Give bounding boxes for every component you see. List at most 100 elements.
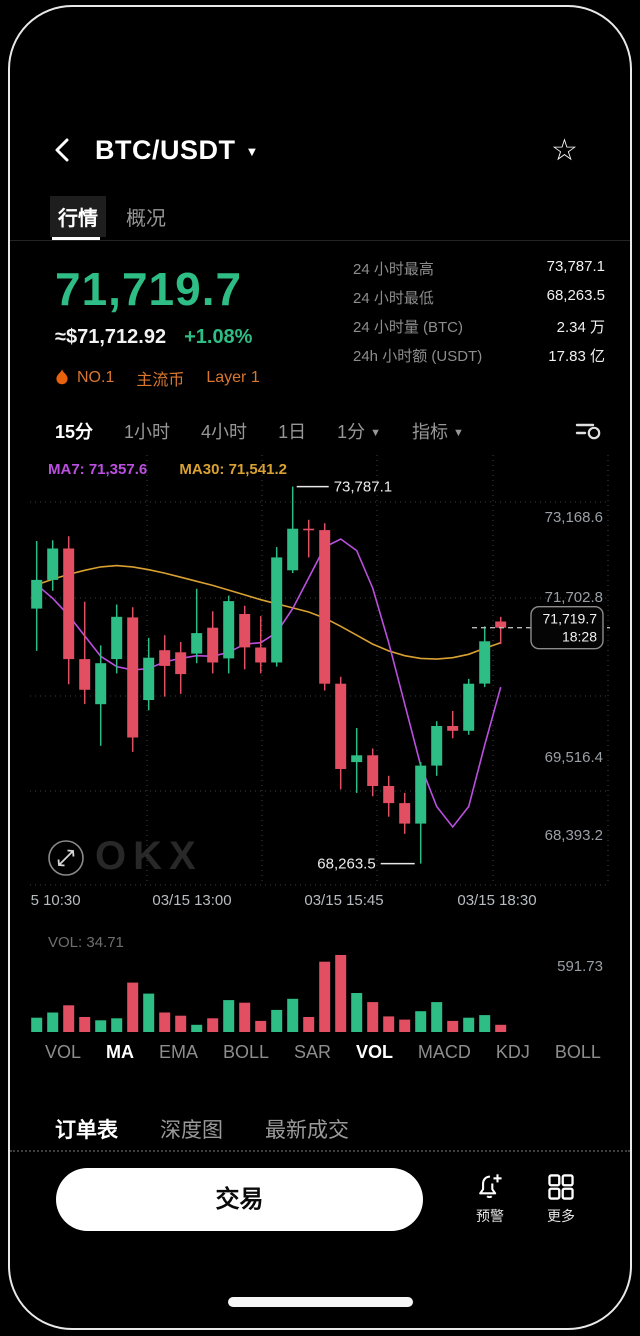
back-button[interactable] xyxy=(50,136,76,164)
active-tab-underline xyxy=(52,237,100,240)
grid-icon xyxy=(548,1174,574,1200)
more-button[interactable]: 更多 xyxy=(533,1172,589,1226)
volume-bar xyxy=(159,1012,171,1032)
chevron-down-icon: ▼ xyxy=(245,144,259,159)
y-axis-label: 71,702.8 xyxy=(545,589,603,606)
pair-selector[interactable]: BTC/USDT ▼ xyxy=(95,135,258,166)
candle-body xyxy=(447,726,459,731)
indicator-tab[interactable]: SAR xyxy=(293,1042,331,1062)
ma-labels: MA7: 71,357.6 MA30: 71,541.2 xyxy=(48,461,287,478)
candle-body xyxy=(303,528,315,531)
timeframe-item[interactable]: 4小时 xyxy=(201,422,248,442)
alert-label: 预警 xyxy=(476,1208,504,1224)
timeframe-item[interactable]: 1小时 xyxy=(124,422,171,442)
price-chart[interactable]: 73,168.6 71,702.8 69,516.4 68,393.2 03/15 10… xyxy=(1,455,610,1035)
okx-watermark: OKX xyxy=(95,834,203,878)
high-annotation: 73,787.1 xyxy=(334,479,392,496)
expand-chart-button[interactable] xyxy=(47,839,85,877)
x-axis-label: 03/15 15:45 xyxy=(304,892,383,909)
stat-row: 24h 小时额 (USDT) 17.83 亿 xyxy=(353,345,605,366)
timeframe-item[interactable]: 1分 ▼ xyxy=(337,422,381,442)
candle-body xyxy=(415,765,427,824)
volume-bar xyxy=(383,1016,395,1032)
bottom-tab[interactable]: 订单表 xyxy=(55,1119,118,1142)
candle-body xyxy=(207,627,219,663)
candle-body xyxy=(31,579,43,609)
stats-24h: 24 小时最高 73,787.1 24 小时最低 68,263.5 24 小时量 (BT… xyxy=(353,258,605,374)
y-axis-label: 68,393.2 xyxy=(545,827,603,844)
badge-time: 18:28 xyxy=(562,629,597,645)
volume-bar xyxy=(207,1018,219,1032)
volume-bar xyxy=(31,1017,43,1032)
indicator-tab[interactable]: MA xyxy=(106,1042,134,1062)
tab-overview[interactable]: 概况 xyxy=(126,208,166,230)
bottom-tab[interactable]: 深度图 xyxy=(160,1119,223,1142)
candle-body xyxy=(175,652,187,675)
volume-bar xyxy=(447,1020,459,1032)
y-axis-label: 73,168.6 xyxy=(545,509,603,526)
candle-body xyxy=(319,530,331,684)
flame-icon xyxy=(56,369,68,385)
stat-row: 24 小时量 (BTC) 2.34 万 xyxy=(353,316,605,337)
expand-arrows-icon xyxy=(48,840,84,876)
candle-body xyxy=(255,647,267,663)
chevron-down-icon: ▼ xyxy=(452,427,464,439)
candle-body xyxy=(335,683,347,769)
volume-bar xyxy=(287,998,299,1032)
stat-label: 24h 小时额 (USDT) xyxy=(353,348,483,365)
volume-bar xyxy=(351,993,363,1032)
indicator-tab[interactable]: VOL xyxy=(355,1042,393,1062)
alert-button[interactable]: 预警 xyxy=(462,1172,518,1226)
volume-bar xyxy=(239,1002,251,1032)
last-price: 71,719.7 xyxy=(55,263,243,315)
volume-axis-label: 591.73 xyxy=(557,958,603,975)
more-label: 更多 xyxy=(547,1208,575,1224)
ma7-label: MA7: 71,357.6 xyxy=(48,461,148,478)
indicator-settings-icon xyxy=(575,423,601,440)
home-indicator[interactable] xyxy=(228,1297,413,1307)
indicator-tab[interactable]: EMA xyxy=(158,1042,198,1062)
timeframe-item[interactable]: 指标 ▼ xyxy=(411,422,464,442)
volume-bar xyxy=(415,1011,427,1032)
trade-button[interactable]: 交易 xyxy=(56,1168,423,1231)
indicator-tab[interactable]: BOLL xyxy=(222,1042,269,1062)
candle-body xyxy=(191,633,203,654)
phone-frame xyxy=(8,5,632,1330)
tag-mainstream: 主流币 xyxy=(136,372,185,389)
chart-settings-button[interactable] xyxy=(575,418,603,442)
low-annotation: 68,263.5 xyxy=(317,856,375,873)
candle-body xyxy=(287,528,299,571)
x-axis-label: 03/15 10:30 xyxy=(30,892,81,909)
indicator-tab[interactable]: KDJ xyxy=(495,1042,530,1062)
candle-body xyxy=(239,614,251,648)
bottom-tab[interactable]: 最新成交 xyxy=(265,1119,349,1142)
stat-row: 24 小时最高 73,787.1 xyxy=(353,258,605,279)
volume-bar xyxy=(95,1020,107,1032)
stat-value: 17.83 亿 xyxy=(548,348,605,365)
token-tags[interactable]: NO.1 主流币 Layer 1 xyxy=(55,366,274,390)
indicator-tab[interactable]: BOLL xyxy=(554,1042,601,1062)
fiat-value: ≈$71,712.92 xyxy=(55,326,167,348)
last-price-badge[interactable] xyxy=(530,605,604,650)
candle-body xyxy=(159,650,171,666)
fiat-price: ≈$71,712.92 +1.08% xyxy=(55,326,252,349)
candle-body xyxy=(479,641,491,684)
y-axis-label: 69,516.4 xyxy=(545,749,603,766)
volume-bar xyxy=(143,993,155,1032)
volume-bar xyxy=(495,1024,507,1032)
volume-bar xyxy=(127,982,139,1032)
stat-row: 24 小时最低 68,263.5 xyxy=(353,287,605,308)
badge-price: 71,719.7 xyxy=(543,611,598,627)
stat-label: 24 小时量 (BTC) xyxy=(353,319,464,336)
ma30-line xyxy=(36,564,501,660)
tab-quotes[interactable]: 行情 xyxy=(50,196,106,237)
candle-body xyxy=(47,548,59,580)
timeframe-item[interactable]: 15分 xyxy=(55,422,94,442)
orderbook-tab-bar: 订单表 深度图 最新成交 xyxy=(55,1114,349,1144)
candle-body xyxy=(95,663,107,705)
indicator-tab[interactable]: VOL xyxy=(45,1042,82,1062)
timeframe-item[interactable]: 1日 xyxy=(278,422,307,442)
favorite-star-icon[interactable]: ☆ xyxy=(551,134,578,167)
indicator-tab[interactable]: MACD xyxy=(417,1042,471,1062)
tag-layer1: Layer 1 xyxy=(206,369,260,386)
